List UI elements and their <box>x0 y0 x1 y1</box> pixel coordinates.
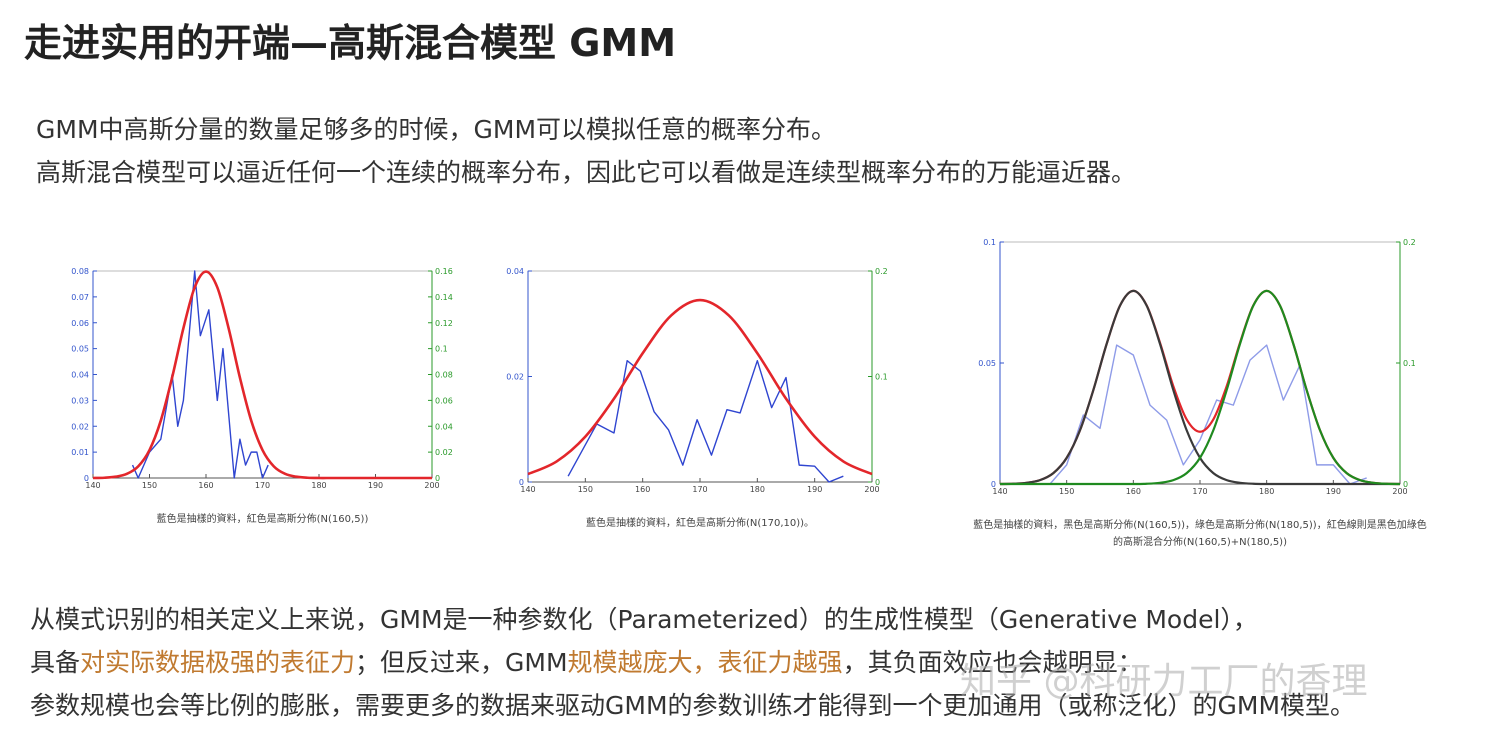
y-tick-label: 0.03 <box>71 396 89 405</box>
y-tick-label: 0.05 <box>978 359 996 368</box>
y-tick-label: 0 <box>519 478 524 487</box>
x-tick-label: 170 <box>255 481 270 490</box>
x-tick-label: 180 <box>311 481 326 490</box>
y2-tick-label: 0.16 <box>435 267 453 276</box>
x-tick-label: 180 <box>750 485 765 494</box>
plot-frame <box>999 241 1401 485</box>
x-tick-label: 170 <box>692 485 707 494</box>
x-tick-label: 180 <box>1259 487 1274 496</box>
x-tick-label: 200 <box>1392 487 1407 496</box>
text-segment: ；但反过来，GMM <box>355 648 568 677</box>
y2-tick-label: 0.2 <box>875 267 888 276</box>
y-tick-label: 0 <box>84 474 89 483</box>
sample-line <box>1049 344 1367 485</box>
y2-tick-label: 0.1 <box>435 345 448 354</box>
highlight: 对实际数据极强的表征力 <box>80 648 356 677</box>
y2-tick-label: 0.1 <box>875 373 888 382</box>
y2-tick-label: 0.2 <box>1403 238 1416 247</box>
caption: 藍色是抽樣的資料，黑色是高斯分佈(N(160,5))，綠色是高斯分佈(N(180… <box>973 518 1426 531</box>
y2-tick-label: 0.12 <box>435 319 453 328</box>
curve <box>999 289 1400 486</box>
x-tick-label: 190 <box>807 485 822 494</box>
x-tick-label: 170 <box>1192 487 1207 496</box>
curve <box>999 289 1401 486</box>
x-tick-label: 190 <box>1326 487 1341 496</box>
text-segment: ，其负面效应也会越明显： <box>842 648 1143 677</box>
text-segment: 具备 <box>30 648 81 677</box>
y2-tick-label: 0.08 <box>435 371 453 380</box>
y-tick-label: 0.01 <box>71 448 89 457</box>
y2-tick-label: 0.1 <box>1403 359 1416 368</box>
body-line: 参数规模也会等比例的膨胀，需要更多的数据来驱动GMM的参数训练才能得到一个更加通… <box>30 686 1355 722</box>
sample-line <box>131 270 269 479</box>
y-tick-label: 0.05 <box>71 345 89 354</box>
caption: 藍色是抽樣的資料，紅色是高斯分佈(N(160,5)) <box>157 512 369 525</box>
caption: 藍色是抽樣的資料，紅色是高斯分佈(N(170,10))。 <box>586 516 814 529</box>
x-tick-label: 200 <box>864 485 879 494</box>
curve <box>999 289 1401 486</box>
y-tick-label: 0.04 <box>506 267 524 276</box>
title: 走进实用的开端—高斯混合模型 GMM <box>24 21 677 65</box>
plot-frame <box>527 270 873 483</box>
x-tick-label: 140 <box>520 485 535 494</box>
curve <box>92 270 432 480</box>
sample-line <box>567 359 844 483</box>
intro-line: GMM中高斯分量的数量足够多的时候，GMM可以模拟任意的概率分布。 <box>36 115 837 144</box>
y-tick-label: 0.02 <box>71 422 89 431</box>
y-tick-label: 0.07 <box>71 293 89 302</box>
y2-tick-label: 0 <box>1403 480 1408 489</box>
y-tick-label: 0 <box>991 480 996 489</box>
plot-frame <box>92 270 433 479</box>
y-tick-label: 0.02 <box>506 373 524 382</box>
watermark: 知乎 @科研力工厂的香理 <box>960 661 1368 702</box>
x-tick-label: 160 <box>635 485 650 494</box>
y-tick-label: 0.06 <box>71 319 89 328</box>
y2-tick-label: 0.06 <box>435 396 453 405</box>
x-tick-label: 160 <box>1126 487 1141 496</box>
intro-line: 高斯混合模型可以逼近任何一个连续的概率分布，因此它可以看做是连续型概率分布的万能… <box>36 158 1137 187</box>
x-tick-label: 200 <box>424 481 439 490</box>
caption: 的高斯混合分佈(N(160,5)+N(180,5)) <box>1113 535 1287 548</box>
y-tick-label: 0.04 <box>71 371 89 380</box>
y-tick-label: 0.1 <box>983 238 996 247</box>
body-line: 从模式识别的相关定义上来说，GMM是一种参数化（Parameterized）的生… <box>30 600 1258 636</box>
x-tick-label: 140 <box>992 487 1007 496</box>
x-tick-label: 150 <box>578 485 593 494</box>
highlight: 规模越庞大，表征力越强 <box>567 648 843 677</box>
x-tick-label: 150 <box>142 481 157 490</box>
x-tick-label: 150 <box>1059 487 1074 496</box>
y-tick-label: 0.08 <box>71 267 89 276</box>
x-tick-label: 190 <box>368 481 383 490</box>
y2-tick-label: 0.14 <box>435 293 453 302</box>
text-segment: 从模式识别的相关定义上来说，GMM是一种参数化（Parameterized）的生… <box>30 605 1258 634</box>
x-tick-label: 140 <box>85 481 100 490</box>
y2-tick-label: 0 <box>435 474 440 483</box>
x-tick-label: 160 <box>198 481 213 490</box>
y2-tick-label: 0.02 <box>435 448 453 457</box>
y2-tick-label: 0.04 <box>435 422 453 431</box>
text-segment: 参数规模也会等比例的膨胀，需要更多的数据来驱动GMM的参数训练才能得到一个更加通… <box>30 691 1356 720</box>
body-line: 具备对实际数据极强的表征力；但反过来，GMM规模越庞大，表征力越强，其负面效应也… <box>30 643 1143 679</box>
curve <box>527 298 873 476</box>
y2-tick-label: 0 <box>875 478 880 487</box>
